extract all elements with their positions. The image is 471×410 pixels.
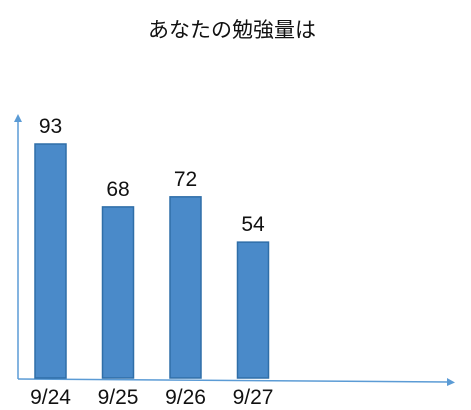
axes [14, 114, 455, 386]
data-label: 54 [241, 213, 265, 236]
bar-9-26 [169, 196, 202, 379]
data-label: 93 [39, 115, 62, 138]
bar-9-25 [101, 206, 135, 379]
chart-title: あなたの勉強量は [148, 18, 316, 42]
data-label: 72 [174, 168, 197, 191]
x-axis-arrow-icon [447, 378, 455, 386]
bar-9-27 [236, 241, 270, 379]
x-tick-label: 9/24 [30, 386, 71, 406]
x-tick-label: 9/26 [165, 386, 206, 406]
y-axis-arrow-icon [14, 114, 22, 122]
x-tick-label: 9/25 [98, 386, 139, 406]
value-labels-group: 93 68 72 54 [39, 115, 265, 236]
x-axis-line [17, 378, 449, 383]
x-tick-label: 9/27 [233, 386, 274, 406]
bars-group [34, 143, 270, 379]
x-tick-labels-group: 9/24 9/25 9/26 9/27 [30, 386, 274, 409]
bar-9-24 [34, 143, 67, 379]
data-label: 68 [106, 178, 129, 201]
